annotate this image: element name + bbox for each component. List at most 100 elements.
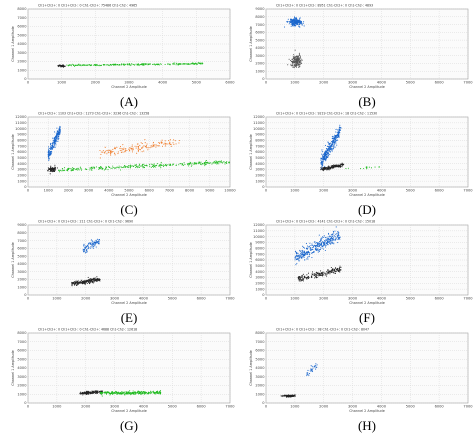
data-point: [85, 168, 87, 170]
y-tick-label: 7000: [17, 144, 27, 148]
data-point: [337, 238, 339, 240]
data-point: [303, 250, 305, 252]
data-point: [333, 243, 335, 245]
data-point: [97, 65, 99, 67]
data-point: [123, 64, 126, 66]
data-point: [305, 277, 307, 279]
data-point: [104, 167, 107, 169]
data-point: [47, 151, 49, 154]
data-point: [83, 243, 85, 245]
data-point: [302, 254, 304, 256]
data-point: [327, 236, 329, 238]
data-point: [152, 144, 155, 147]
data-point: [298, 52, 300, 54]
data-point: [291, 21, 293, 23]
data-point: [181, 163, 184, 165]
data-point: [87, 245, 89, 247]
data-point: [323, 236, 325, 238]
data-point: [343, 163, 345, 165]
data-point: [334, 272, 336, 274]
data-point: [297, 19, 299, 21]
data-point: [294, 20, 296, 22]
data-point: [135, 167, 137, 169]
data-point: [59, 125, 61, 127]
data-point: [109, 153, 112, 155]
data-point: [168, 140, 170, 142]
data-point: [155, 144, 157, 146]
data-point: [173, 139, 175, 141]
data-point: [77, 282, 79, 284]
data-point: [295, 25, 297, 27]
data-point: [338, 166, 340, 168]
data-point: [331, 145, 333, 147]
data-point: [327, 273, 329, 275]
data-point: [161, 139, 163, 141]
data-point: [291, 58, 293, 60]
data-point: [89, 169, 91, 171]
data-point: [48, 150, 50, 152]
y-tick-label: 0: [262, 293, 265, 297]
data-point: [155, 63, 157, 65]
data-point: [140, 390, 143, 392]
data-point: [154, 391, 156, 393]
data-point: [117, 151, 119, 153]
data-point: [336, 270, 338, 272]
data-point: [158, 164, 161, 166]
data-point: [73, 65, 76, 67]
data-point: [78, 64, 80, 66]
data-point: [331, 166, 333, 168]
data-point: [82, 64, 84, 66]
data-point: [320, 244, 322, 247]
y-tick-label: 0: [24, 185, 27, 189]
data-point: [295, 62, 297, 64]
x-tick-label: 1000: [290, 81, 300, 85]
data-point: [144, 391, 147, 393]
data-point: [52, 143, 54, 145]
data-point: [290, 394, 293, 396]
data-point: [334, 141, 336, 143]
data-point: [127, 63, 129, 65]
data-point: [365, 167, 368, 169]
data-point: [183, 162, 185, 164]
data-point: [336, 232, 338, 234]
data-point: [86, 393, 88, 395]
data-point: [325, 157, 327, 159]
data-point: [48, 148, 50, 150]
data-point: [67, 65, 69, 67]
data-point: [74, 168, 76, 170]
x-tick-label: 2000: [64, 189, 74, 193]
data-point: [318, 246, 320, 248]
data-point: [93, 241, 95, 243]
data-point: [77, 280, 79, 282]
data-point: [118, 64, 120, 66]
y-tick-label: 4000: [255, 46, 265, 50]
data-point: [134, 392, 137, 394]
data-point: [320, 270, 322, 272]
data-point: [57, 65, 59, 67]
data-point: [206, 162, 208, 164]
data-point: [81, 392, 83, 395]
data-point: [141, 64, 143, 66]
data-point: [293, 64, 295, 66]
data-point: [158, 142, 160, 144]
data-point: [210, 162, 212, 164]
data-point: [48, 151, 50, 153]
data-point: [302, 245, 304, 247]
data-point: [51, 167, 53, 169]
data-point: [199, 162, 201, 164]
data-point: [108, 165, 110, 168]
data-point: [335, 137, 337, 139]
data-point: [117, 153, 119, 155]
data-point: [339, 271, 341, 273]
data-point: [100, 165, 102, 168]
data-point: [51, 169, 53, 171]
data-point: [143, 391, 145, 393]
data-point: [92, 241, 94, 243]
data-point: [143, 392, 145, 394]
data-point: [146, 143, 148, 145]
x-tick-label: 3000: [110, 405, 120, 409]
data-point: [311, 273, 313, 275]
data-point: [142, 167, 144, 169]
data-point: [142, 392, 144, 394]
data-point: [116, 64, 118, 66]
